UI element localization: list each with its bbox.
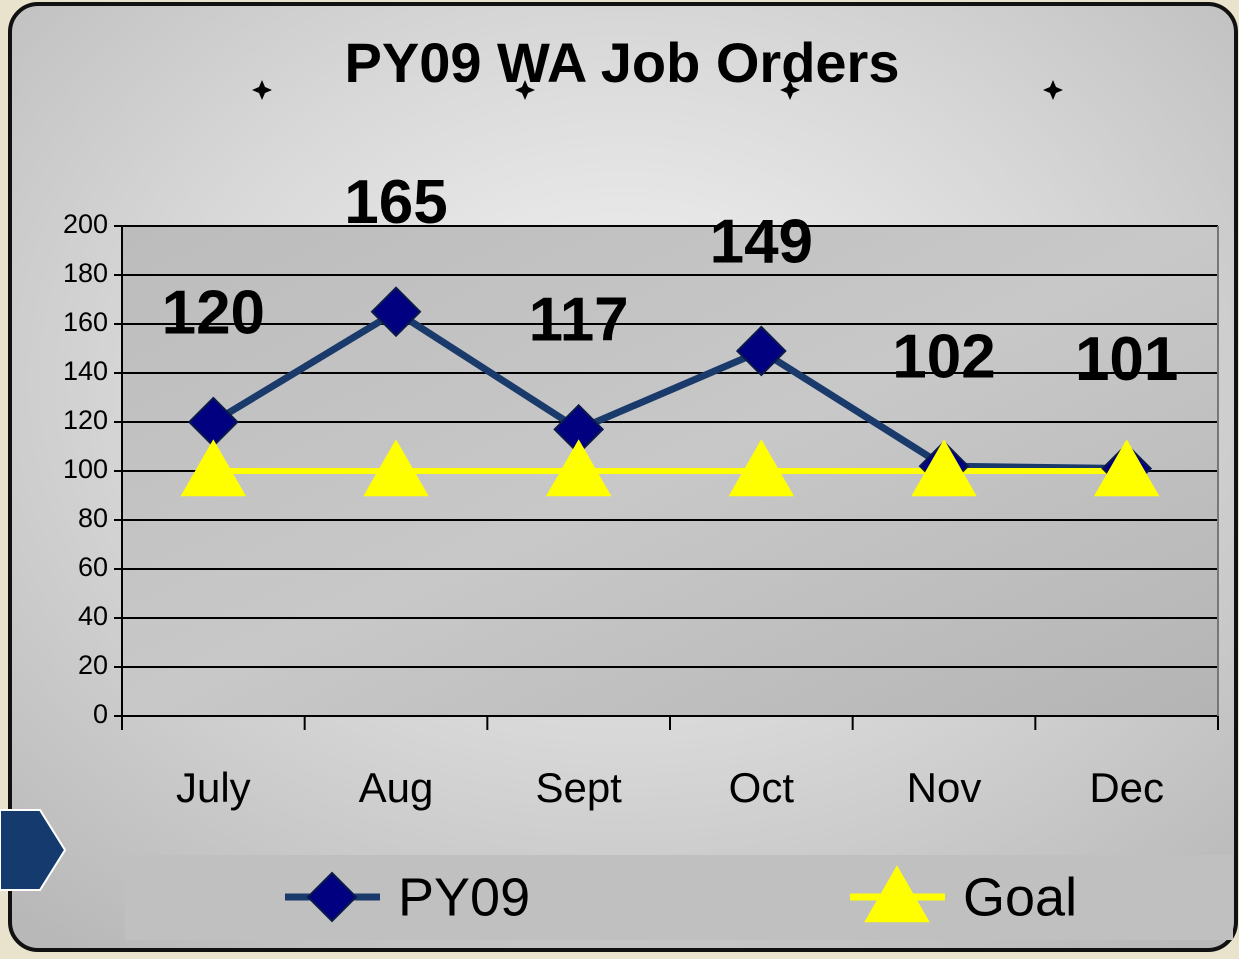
legend-marker [306, 871, 358, 923]
data-label: 101 [1075, 325, 1178, 394]
legend-label: Goal [963, 867, 1077, 927]
x-tick-label: Dec [1089, 764, 1164, 811]
y-tick-label: 60 [78, 552, 108, 582]
sparkles [252, 80, 1063, 100]
x-tick-label: Aug [359, 764, 434, 811]
y-tick-label: 140 [63, 356, 108, 386]
y-tick-label: 120 [63, 405, 108, 435]
y-tick-label: 160 [63, 307, 108, 337]
data-label: 165 [344, 168, 447, 237]
data-point [728, 439, 795, 497]
x-tick-label: Sept [535, 764, 622, 811]
y-tick-label: 200 [63, 209, 108, 239]
data-label: 117 [529, 286, 629, 355]
legend-label: PY09 [398, 867, 530, 927]
data-label: 149 [710, 207, 813, 276]
arrow-decoration [0, 809, 67, 891]
data-point [370, 286, 422, 338]
x-tick-label: Oct [729, 764, 795, 811]
data-point [545, 439, 612, 497]
data-label: 102 [892, 322, 995, 391]
data-point [911, 439, 977, 497]
data-point [363, 439, 429, 497]
y-tick-label: 0 [93, 699, 108, 729]
x-tick-label: Nov [907, 764, 982, 811]
data-point [1093, 439, 1160, 497]
chart-title: PY09 WA Job Orders [345, 31, 900, 94]
data-point [180, 439, 247, 497]
y-tick-label: 100 [63, 454, 108, 484]
y-tick-label: 40 [78, 601, 108, 631]
series-line [211, 307, 1127, 473]
data-label: 120 [162, 278, 265, 347]
data-point [735, 325, 787, 377]
y-tick-label: 20 [78, 650, 108, 680]
y-tick-label: 180 [63, 258, 108, 288]
legend-marker [864, 865, 930, 923]
y-tick-label: 80 [78, 503, 108, 533]
x-tick-label: July [176, 764, 251, 811]
